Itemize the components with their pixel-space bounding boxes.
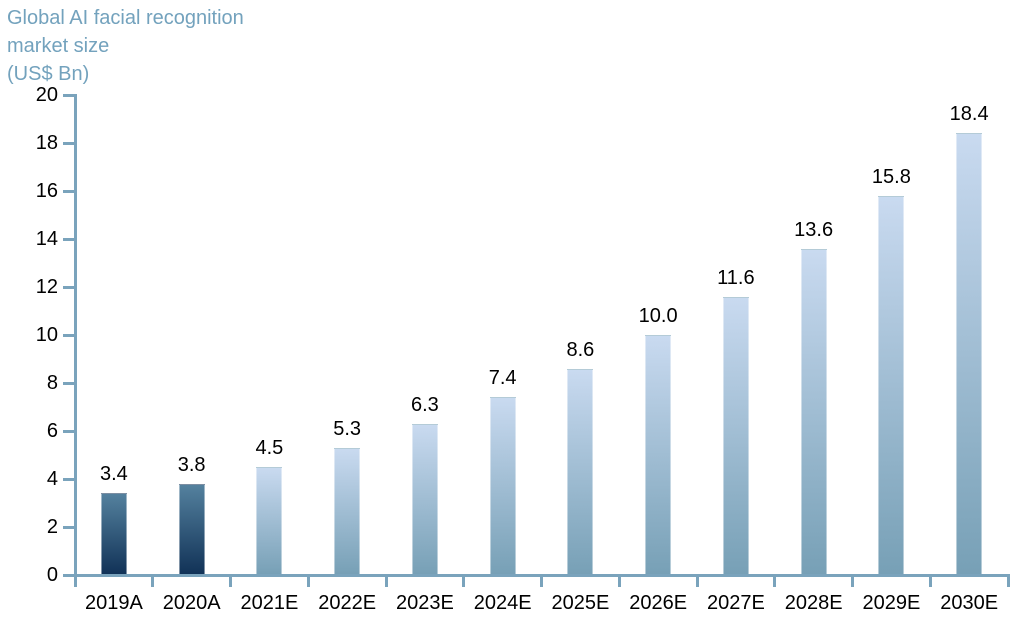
x-axis-tick-3 — [306, 575, 310, 587]
y-axis-tick-0 — [63, 573, 76, 577]
bar-value-label-2024E: 7.4 — [488, 367, 517, 390]
y-axis-tick-20 — [63, 93, 76, 97]
bar-value-label-2020A: 3.8 — [177, 453, 206, 476]
y-tick-label-4: 4 — [46, 468, 58, 490]
x-axis-tick-5 — [462, 575, 466, 587]
bar-value-label-2030E: 18.4 — [949, 103, 989, 126]
bar-value-label-2021E: 4.5 — [255, 437, 284, 459]
bar-2030E — [956, 133, 983, 575]
x-tick-label-2025E: 2025E — [551, 592, 610, 614]
bar-2022E — [334, 447, 361, 575]
x-tick-label-2021E: 2021E — [240, 592, 299, 614]
bar-2021E — [256, 467, 283, 575]
bar-value-label-2022E: 5.3 — [333, 417, 362, 440]
y-axis-tick-12 — [63, 285, 76, 289]
chart-title-line1: Global AI facial recognition — [7, 7, 244, 29]
y-tick-label-16: 16 — [35, 180, 58, 202]
x-tick-label-2027E: 2027E — [706, 592, 765, 614]
bar-value-label-2019A: 3.4 — [99, 463, 128, 486]
bar-2023E — [411, 423, 438, 575]
x-tick-label-2029E: 2029E — [862, 592, 921, 614]
x-axis-tick-12 — [1006, 575, 1010, 587]
x-tick-label-2030E: 2030E — [940, 592, 999, 614]
x-axis-tick-9 — [773, 575, 777, 587]
x-tick-label-2023E: 2023E — [395, 592, 454, 614]
bar-2020A — [178, 483, 205, 575]
y-axis-tick-14 — [63, 237, 76, 241]
y-axis-tick-16 — [63, 189, 76, 193]
y-axis-tick-6 — [63, 429, 76, 433]
x-axis-tick-4 — [384, 575, 388, 587]
x-axis-tick-10 — [851, 575, 854, 587]
bar-2027E — [722, 296, 749, 575]
bar-2019A — [100, 493, 127, 575]
bar-2028E — [800, 248, 827, 575]
x-tick-label-2022E: 2022E — [318, 592, 377, 614]
y-axis-tick-18 — [63, 141, 76, 145]
x-axis-tick-8 — [695, 575, 699, 587]
x-axis-tick-0 — [73, 575, 77, 587]
y-tick-label-20: 20 — [35, 84, 58, 106]
bar-2025E — [567, 368, 594, 575]
bar-value-label-2028E: 13.6 — [794, 218, 834, 241]
x-axis-tick-11 — [928, 575, 932, 587]
y-tick-label-14: 14 — [35, 228, 58, 250]
x-axis-tick-2 — [229, 575, 232, 587]
y-tick-label-6: 6 — [46, 420, 58, 442]
y-tick-label-0: 0 — [46, 564, 58, 586]
bar-2024E — [489, 397, 516, 575]
x-tick-label-2024E: 2024E — [473, 592, 532, 614]
bar-value-label-2027E: 11.6 — [717, 266, 755, 289]
y-tick-label-2: 2 — [46, 516, 58, 538]
bar-2026E — [645, 335, 672, 575]
x-tick-label-2020A: 2020A — [162, 592, 221, 614]
y-tick-label-18: 18 — [35, 132, 58, 154]
y-axis-tick-4 — [63, 477, 76, 481]
chart-title-line2: market size — [7, 35, 110, 57]
x-tick-label-2028E: 2028E — [784, 592, 843, 614]
y-axis-tick-8 — [63, 381, 76, 385]
y-axis-tick-2 — [63, 525, 76, 529]
bar-value-label-2023E: 6.3 — [410, 393, 439, 416]
bar-value-label-2029E: 15.8 — [871, 165, 911, 188]
x-tick-label-2026E: 2026E — [629, 592, 688, 614]
chart-title-line3: (US$ Bn) — [7, 63, 90, 85]
y-tick-label-8: 8 — [46, 372, 58, 394]
x-tick-label-2019A: 2019A — [84, 592, 143, 614]
bar-value-label-2026E: 10.0 — [638, 305, 678, 327]
bar-value-label-2025E: 8.6 — [566, 338, 595, 361]
y-axis-tick-10 — [63, 333, 76, 337]
x-axis-tick-1 — [151, 575, 155, 587]
y-tick-label-12: 12 — [35, 276, 58, 298]
x-axis-tick-6 — [540, 575, 543, 587]
y-tick-label-10: 10 — [35, 324, 58, 346]
chart-title: Global AI facial recognition market size… — [7, 4, 244, 88]
bar-2029E — [878, 195, 905, 575]
x-axis-tick-7 — [617, 575, 621, 587]
